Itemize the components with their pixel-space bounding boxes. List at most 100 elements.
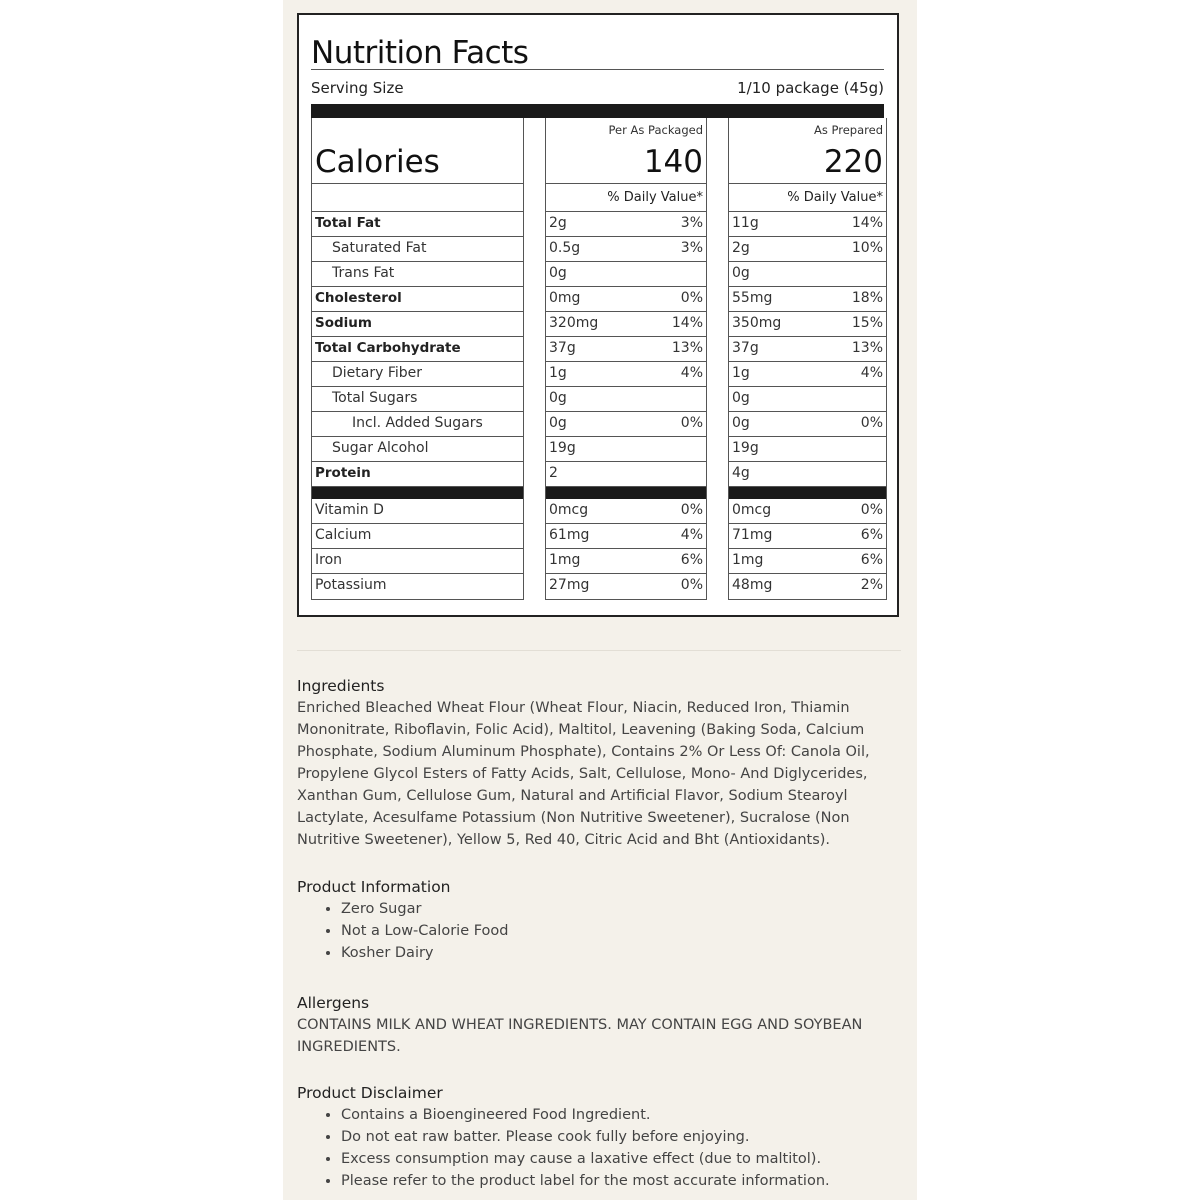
list-item: Do not eat raw batter. Please cook fully… (341, 1126, 887, 1148)
amount: 27mg (549, 577, 590, 593)
column-header: As Prepared (814, 123, 883, 137)
percent-daily-value: 14% (851, 215, 883, 231)
nutrient-label: Sodium (315, 315, 372, 331)
percent-daily-value: 3% (680, 215, 703, 231)
nutrient-row: Saturated Fat (312, 237, 523, 262)
nutrition-facts-label: Nutrition Facts Serving Size 1/10 packag… (297, 13, 899, 617)
nutrient-value-row: 19g (546, 437, 706, 462)
percent-daily-value: 4% (680, 365, 703, 381)
nutrient-row: Vitamin D (312, 499, 523, 524)
amount: 2g (732, 240, 750, 256)
amount: 0g (549, 265, 567, 281)
nutrient-row: Trans Fat (312, 262, 523, 287)
calories-value: 220 (823, 144, 883, 180)
amount: 71mg (732, 527, 773, 543)
amount: 61mg (549, 527, 590, 543)
nutrient-row: Calcium (312, 524, 523, 549)
list-item: Not a Low-Calorie Food (341, 920, 887, 942)
title-divider (311, 69, 884, 70)
thick-divider (312, 487, 523, 499)
percent-daily-value: 2% (860, 577, 883, 593)
nutrient-value-row: 19g (729, 437, 886, 462)
amount: 320mg (549, 315, 599, 331)
serving-size-value: 1/10 package (45g) (737, 79, 884, 97)
nutrient-value-row: 350mg 15% (729, 312, 886, 337)
amount: 37g (549, 340, 576, 356)
thick-divider (729, 487, 886, 499)
list-item: Please refer to the product label for th… (341, 1170, 887, 1192)
thick-divider (311, 104, 884, 118)
amount: 0g (732, 390, 750, 406)
nutrient-value-row: 0mcg 0% (729, 499, 886, 524)
nutrient-value-row: 55mg 18% (729, 287, 886, 312)
nutrient-label: Vitamin D (315, 502, 384, 518)
column-header: Per As Packaged (608, 123, 703, 137)
nutrient-value-row: 0g 0% (546, 412, 706, 437)
nutrient-value-row: 2g 10% (729, 237, 886, 262)
amount: 0g (732, 415, 750, 431)
disclaimer-heading: Product Disclaimer (297, 1084, 443, 1102)
nutrient-value-row: 71mg 6% (729, 524, 886, 549)
amount: 11g (732, 215, 759, 231)
thick-divider (546, 487, 706, 499)
amount: 0g (549, 390, 567, 406)
calories-label: Calories (315, 144, 440, 180)
list-item: Contains a Bioengineered Food Ingredient… (341, 1104, 887, 1126)
nutrient-value-row: 320mg 14% (546, 312, 706, 337)
amount: 0mg (549, 290, 581, 306)
list-item: Kosher Dairy (341, 942, 887, 964)
amount: 4g (732, 465, 750, 481)
product-info-heading: Product Information (297, 878, 451, 896)
amount: 1mg (549, 552, 581, 568)
nutrient-value-row: 0g (546, 387, 706, 412)
percent-daily-value: 0% (680, 415, 703, 431)
nutrient-value-row: 4g (729, 462, 886, 487)
ingredients-section: Ingredients Enriched Bleached Wheat Flou… (297, 675, 887, 851)
nutrient-label: Potassium (315, 577, 387, 593)
daily-value-header: % Daily Value* (607, 190, 703, 205)
amount: 0g (549, 415, 567, 431)
ingredients-heading: Ingredients (297, 677, 385, 695)
list-item: Excess consumption may cause a laxative … (341, 1148, 887, 1170)
nutrient-value-row: 11g 14% (729, 212, 886, 237)
nutrient-value-row: 37g 13% (729, 337, 886, 362)
nutrient-label: Protein (315, 465, 371, 481)
percent-daily-value: 0% (680, 502, 703, 518)
percent-daily-value: 0% (860, 415, 883, 431)
percent-daily-value: 6% (860, 527, 883, 543)
percent-daily-value: 10% (851, 240, 883, 256)
amount: 48mg (732, 577, 773, 593)
nutrient-label-column: Calories Total Fat Saturated Fat Trans Fat… (311, 118, 524, 600)
nutrient-label: Total Carbohydrate (315, 340, 461, 356)
nutrient-row: Cholesterol (312, 287, 523, 312)
nutrient-value-row: 27mg 0% (546, 574, 706, 599)
nutrient-label: Incl. Added Sugars (352, 415, 483, 431)
amount: 0.5g (549, 240, 581, 256)
nutrient-value-row: 0mcg 0% (546, 499, 706, 524)
percent-daily-value: 18% (851, 290, 883, 306)
amount: 55mg (732, 290, 773, 306)
nutrient-value-row: 0g (729, 262, 886, 287)
allergens-heading: Allergens (297, 994, 370, 1012)
nutrient-value-row: 2 (546, 462, 706, 487)
amount: 19g (732, 440, 759, 456)
percent-daily-value: 3% (680, 240, 703, 256)
nutrient-value-row: 37g 13% (546, 337, 706, 362)
ingredients-text: Enriched Bleached Wheat Flour (Wheat Flo… (297, 700, 870, 848)
nutrient-label: Calcium (315, 527, 372, 543)
amount: 2 (549, 465, 558, 481)
percent-daily-value: 0% (860, 502, 883, 518)
amount: 0g (732, 265, 750, 281)
nutrient-row: Sugar Alcohol (312, 437, 523, 462)
amount: 1g (549, 365, 567, 381)
disclaimer-section: Product Disclaimer Contains a Bioenginee… (297, 1082, 887, 1192)
percent-daily-value: 0% (680, 290, 703, 306)
amount: 19g (549, 440, 576, 456)
nutrient-row: Dietary Fiber (312, 362, 523, 387)
nutrient-row: Potassium (312, 574, 523, 599)
nutrition-title: Nutrition Facts (311, 35, 529, 71)
percent-daily-value: 13% (671, 340, 703, 356)
section-divider (297, 650, 901, 651)
nutrient-row: Protein (312, 462, 523, 487)
list-item: Zero Sugar (341, 898, 887, 920)
